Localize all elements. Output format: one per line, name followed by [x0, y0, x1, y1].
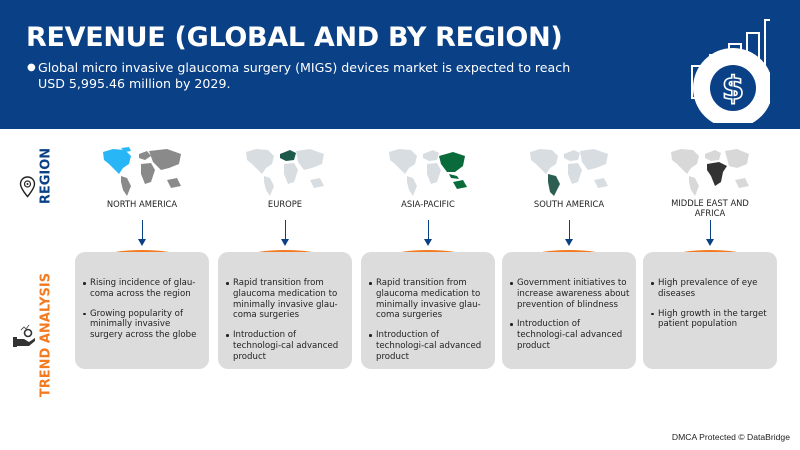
region-side-label: REGION [36, 138, 56, 214]
region-column-north-america: NORTH AMERICA [75, 140, 209, 246]
trend-item: Rapid transition from glaucoma medicatio… [368, 278, 489, 321]
trend-item: Introduction of technologi-cal advanced … [225, 330, 346, 362]
card-tab-accent [533, 250, 605, 256]
trend-item: Introduction of technologi-cal advanced … [368, 330, 489, 362]
arrow-down-icon [138, 220, 146, 248]
trend-analysis-side-label: TREND ANALYSIS [36, 270, 56, 400]
header-banner: REVENUE (GLOBAL AND BY REGION) ● Global … [0, 0, 800, 129]
region-column-south-america: SOUTH AMERICA [502, 140, 636, 246]
trend-item: Growing popularity of minimally invasive… [82, 309, 203, 341]
trend-item: Rapid transition from glaucoma medicatio… [225, 278, 346, 321]
trend-card-middle-east-africa: High prevalence of eye diseases High gro… [643, 252, 777, 369]
location-pin-icon [19, 176, 36, 198]
region-name: EUROPE [267, 199, 303, 209]
page-title: REVENUE (GLOBAL AND BY REGION) [26, 22, 563, 53]
world-map-south-america-icon [530, 149, 608, 196]
arrow-down-icon [565, 220, 573, 248]
region-label-text: REGION [38, 147, 54, 205]
copyright-notice: DMCA Protected © DataBridge [671, 432, 790, 442]
region-name: MIDDLE EAST AND AFRICA [671, 198, 749, 218]
arrow-down-icon [706, 220, 714, 248]
card-tab-accent [106, 250, 178, 256]
trend-card-north-america: Rising incidence of glau-coma across the… [75, 252, 209, 369]
trend-item: High growth in the target patient popula… [650, 309, 771, 331]
trend-card-europe: Rapid transition from glaucoma medicatio… [218, 252, 352, 369]
world-map-north-america-icon [103, 147, 181, 196]
hand-trend-icon [13, 324, 35, 347]
trend-item: Introduction of technologi-cal advanced … [509, 319, 630, 351]
world-map-europe-icon [246, 149, 324, 196]
region-column-middle-east-africa: MIDDLE EAST AND AFRICA [643, 140, 777, 246]
region-column-europe: EUROPE [218, 140, 352, 246]
svg-text:$: $ [722, 69, 744, 107]
revenue-bar-chart-dollar-icon: $ [691, 19, 770, 123]
card-tab-accent [392, 250, 464, 256]
trend-card-asia-pacific: Rapid transition from glaucoma medicatio… [361, 252, 495, 369]
region-column-asia-pacific: ASIA-PACIFIC [361, 140, 495, 246]
world-map-asia-pacific-icon [389, 149, 467, 196]
bullet-icon: ● [27, 62, 36, 73]
header-description-text: Global micro invasive glaucoma surgery (… [38, 60, 571, 91]
trend-item: Government initiatives to increase aware… [509, 278, 630, 310]
arrow-down-icon [424, 220, 432, 248]
header-description: ● Global micro invasive glaucoma surgery… [27, 60, 587, 92]
world-map-middle-east-africa-icon [671, 149, 749, 196]
arrow-down-icon [281, 220, 289, 248]
region-name: ASIA-PACIFIC [401, 199, 455, 209]
card-tab-accent [249, 250, 321, 256]
region-name: SOUTH AMERICA [533, 199, 605, 209]
trend-item: Rising incidence of glau-coma across the… [82, 278, 203, 300]
trend-item: High prevalence of eye diseases [650, 278, 771, 300]
trend-card-south-america: Government initiatives to increase aware… [502, 252, 636, 369]
card-tab-accent [674, 250, 746, 256]
region-name: NORTH AMERICA [106, 199, 178, 209]
trend-label-text: TREND ANALYSIS [38, 272, 54, 398]
